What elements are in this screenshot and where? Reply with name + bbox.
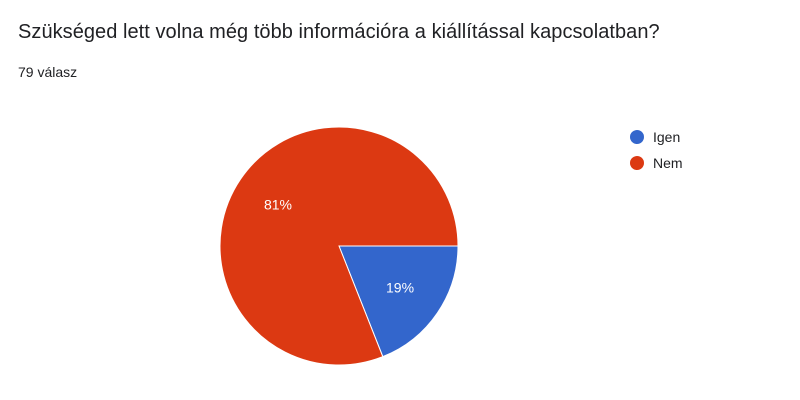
legend-item-nem[interactable]: Nem — [630, 150, 683, 176]
legend-swatch-igen — [630, 130, 644, 144]
legend-label-nem: Nem — [653, 155, 683, 171]
pie-slice-igen[interactable] — [338, 245, 459, 358]
legend-swatch-nem — [630, 156, 644, 170]
pie-label-nem: 81% — [264, 197, 292, 213]
legend-label-igen: Igen — [653, 129, 681, 145]
chart-legend: Igen Nem — [630, 124, 683, 176]
pie-slice-nem[interactable] — [219, 126, 459, 366]
legend-item-igen[interactable]: Igen — [630, 124, 683, 150]
question-title: Szükséged lett volna még több információ… — [18, 21, 660, 43]
response-count: 79 válasz — [18, 64, 78, 80]
pie-label-igen: 19% — [386, 279, 414, 295]
